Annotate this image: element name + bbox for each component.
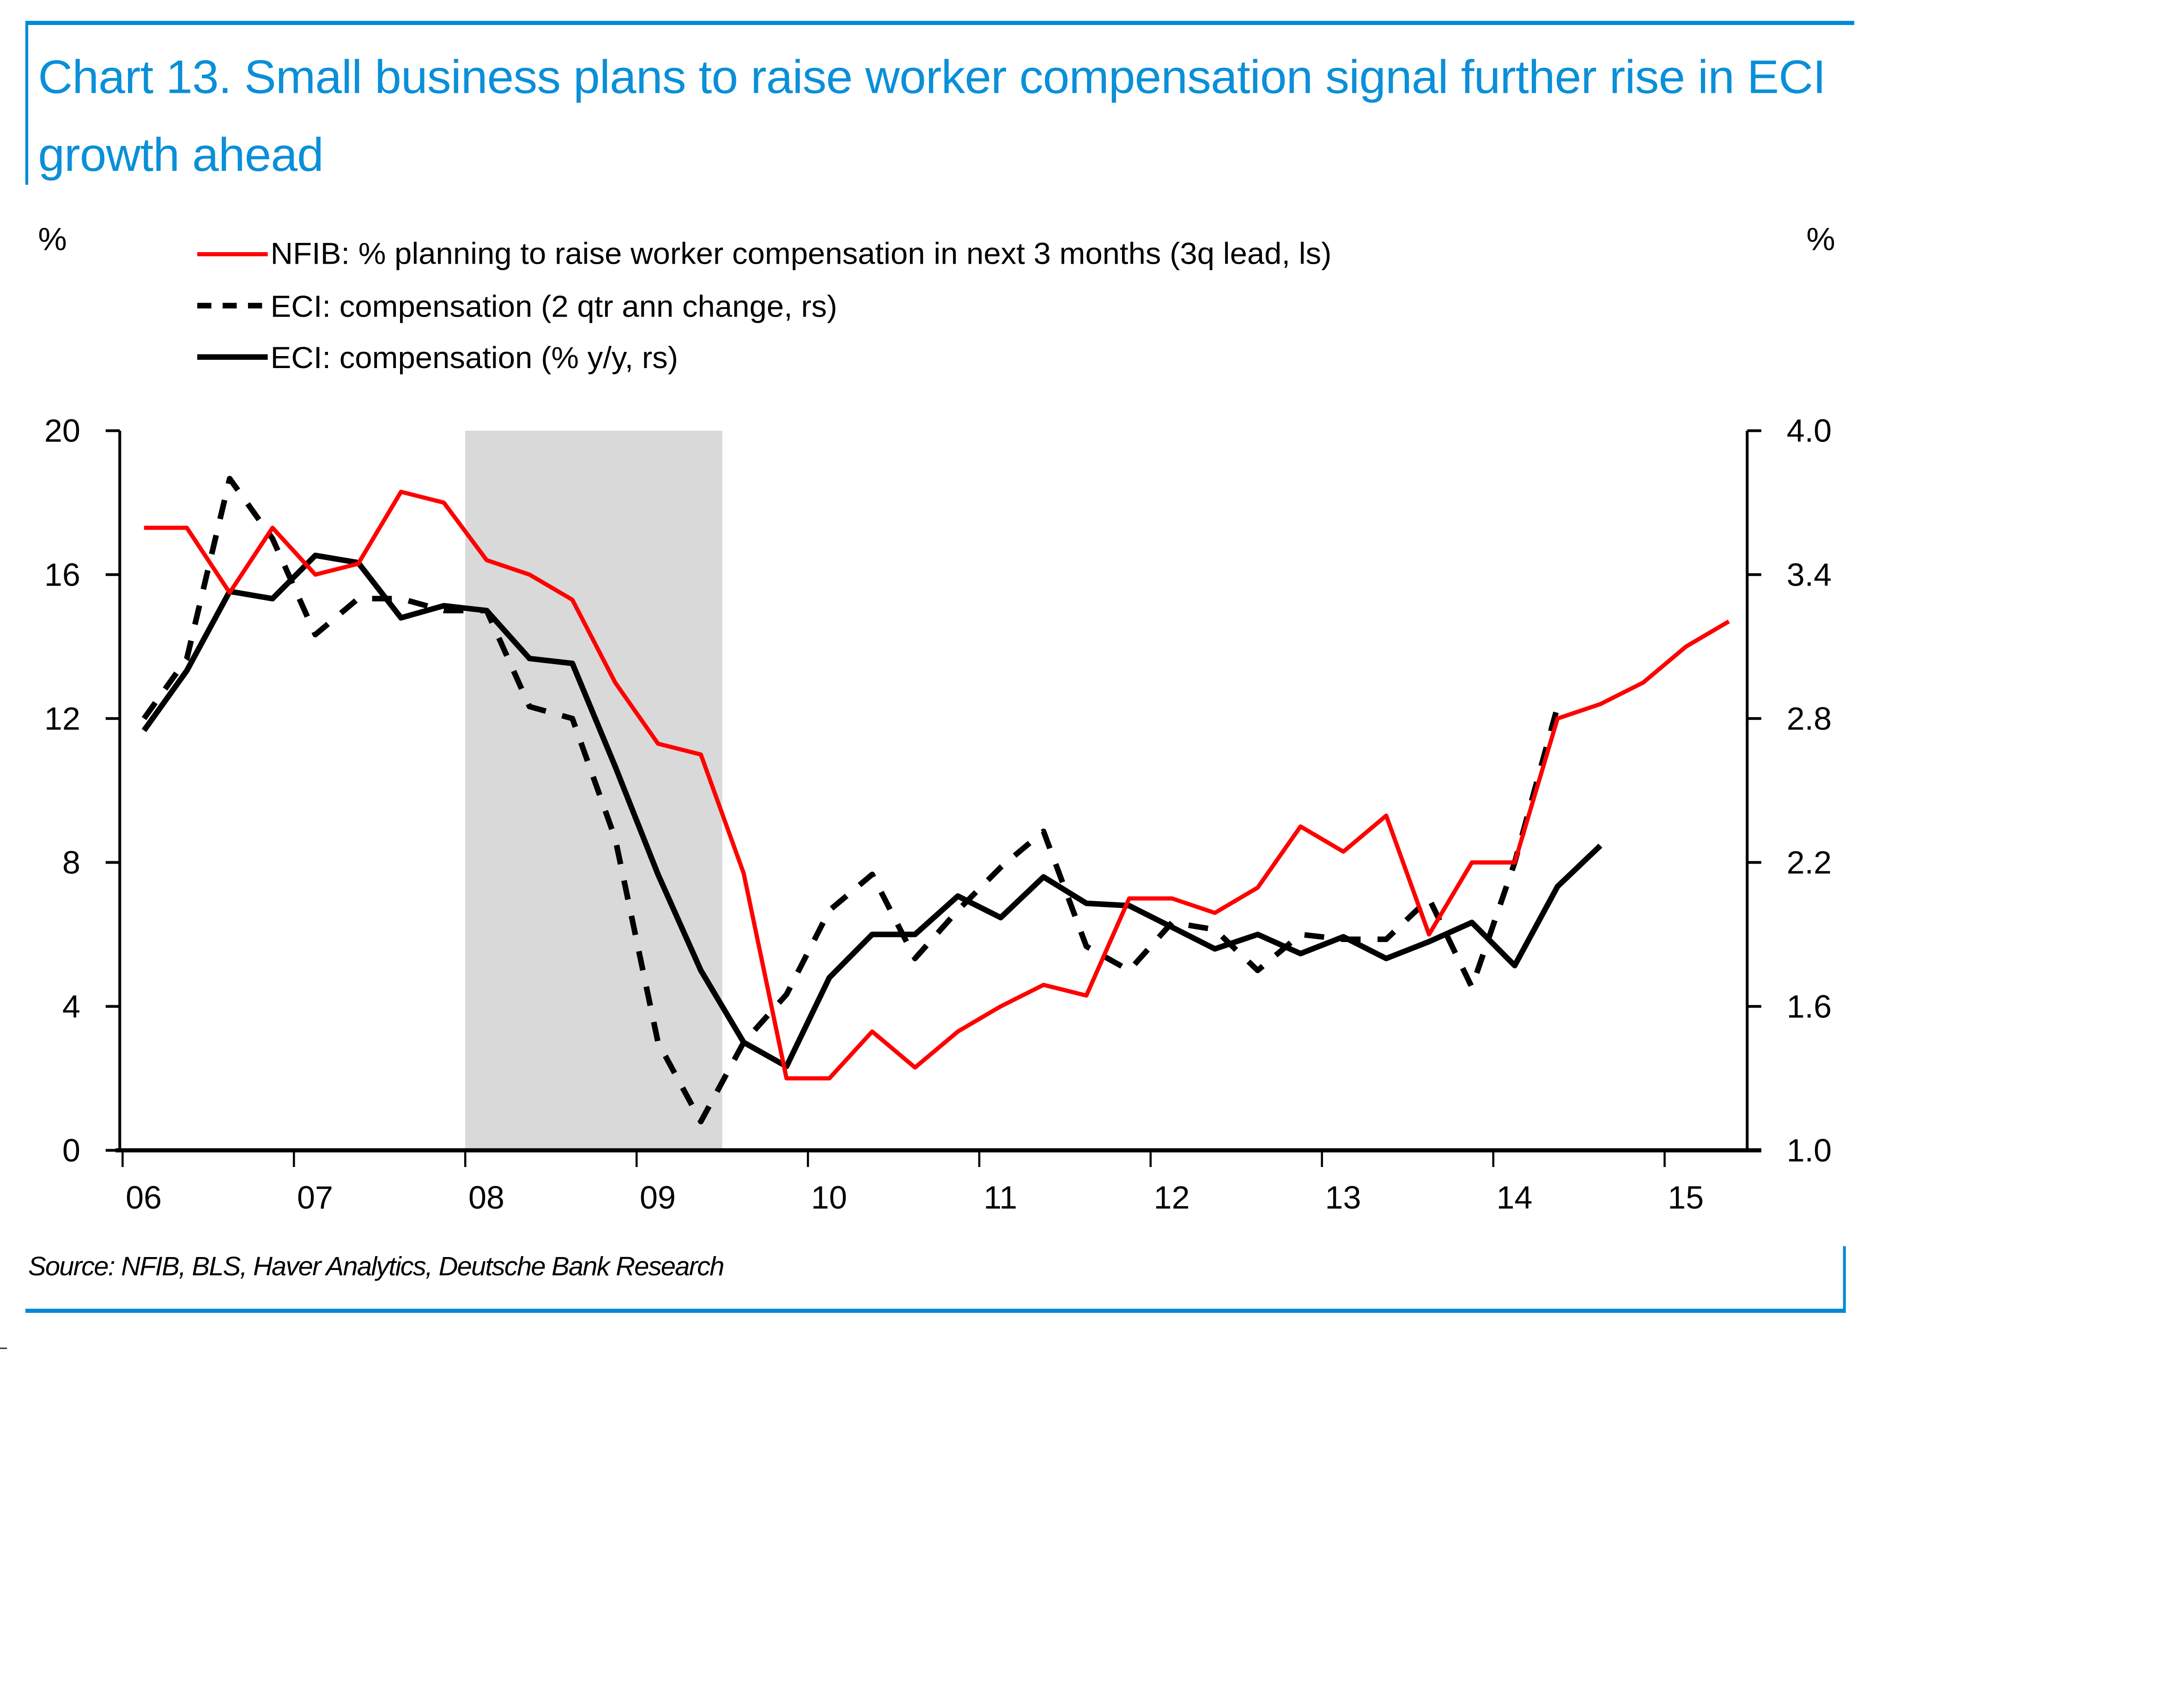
series-eci-2qtr-dashed-line	[141, 476, 1560, 1125]
right-y-tick-label: 2.8	[1787, 701, 1832, 736]
legend: NFIB: % planning to raise worker compens…	[197, 237, 1332, 375]
x-tick-label: 07	[297, 1180, 333, 1215]
series-eci-yy-line	[141, 552, 1602, 1070]
stray-mark	[0, 1348, 7, 1349]
right-axis-unit-label: %	[1806, 221, 1835, 257]
chart-title: Chart 13. Small business plans to raise …	[38, 51, 1826, 182]
x-tick-label: 12	[1154, 1180, 1190, 1215]
ticks-group: 0 4 8 12 16 20 1.0 1.6 2.2 2.8 3.4 4.0 06 07 08 09 10 11 1…	[44, 413, 1832, 1215]
left-y-tick-label: 12	[44, 701, 80, 736]
x-tick-label: 13	[1325, 1180, 1361, 1215]
right-y-tick-label: 4.0	[1787, 413, 1832, 448]
legend-label-nfib: NFIB: % planning to raise worker compens…	[271, 237, 1332, 271]
frame-left-border	[25, 21, 29, 185]
x-tick-label: 11	[983, 1180, 1017, 1215]
recession-shading-group	[465, 430, 722, 1150]
left-y-tick-label: 8	[62, 845, 80, 880]
x-tick-label: 09	[640, 1180, 676, 1215]
legend-label-eci-yy: ECI: compensation (% y/y, rs)	[271, 341, 678, 375]
x-tick-label: 10	[811, 1180, 847, 1215]
frame-top-border	[25, 21, 1855, 25]
left-y-tick-label: 0	[62, 1132, 80, 1168]
frame-bottom-border	[25, 1308, 1846, 1313]
left-y-tick-label: 4	[62, 989, 80, 1024]
left-y-tick-label: 16	[44, 557, 80, 593]
series-group	[141, 476, 1730, 1125]
source-note: Source: NFIB, BLS, Haver Analytics, Deut…	[28, 1253, 724, 1282]
axes-group	[115, 430, 1761, 1153]
left-axis-unit-label: %	[38, 221, 67, 257]
right-y-tick-label: 3.4	[1787, 557, 1832, 593]
x-tick-label: 14	[1496, 1180, 1532, 1215]
recession-shading	[465, 430, 722, 1150]
x-tick-label: 15	[1668, 1180, 1704, 1215]
x-tick-label: 08	[468, 1180, 504, 1215]
series-nfib-line	[144, 490, 1730, 1081]
legend-label-eci-2qtr: ECI: compensation (2 qtr ann change, rs)	[271, 290, 837, 323]
x-tick-label: 06	[126, 1180, 162, 1215]
right-y-tick-label: 2.2	[1787, 845, 1832, 880]
right-y-tick-label: 1.0	[1787, 1132, 1832, 1168]
left-y-tick-label: 20	[44, 413, 80, 448]
right-y-tick-label: 1.6	[1787, 989, 1832, 1024]
frame-right-border	[1843, 1246, 1846, 1313]
